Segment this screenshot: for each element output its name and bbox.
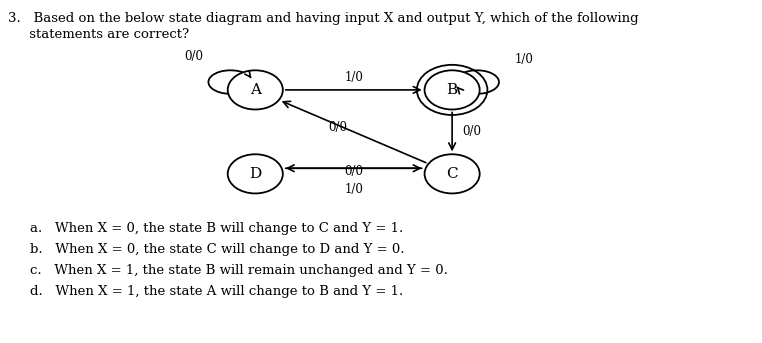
Circle shape <box>228 154 283 193</box>
Text: a.   When X = 0, the state B will change to C and Y = 1.: a. When X = 0, the state B will change t… <box>30 222 403 235</box>
Text: 1/0: 1/0 <box>344 183 363 196</box>
Circle shape <box>228 70 283 109</box>
Text: A: A <box>250 83 261 97</box>
Text: 1/0: 1/0 <box>344 71 363 84</box>
Text: c.   When X = 1, the state B will remain unchanged and Y = 0.: c. When X = 1, the state B will remain u… <box>30 264 448 277</box>
Text: statements are correct?: statements are correct? <box>8 28 189 41</box>
Text: 3.   Based on the below state diagram and having input X and output Y, which of : 3. Based on the below state diagram and … <box>8 12 639 25</box>
Text: 0/0: 0/0 <box>463 126 482 138</box>
Text: 1/0: 1/0 <box>515 52 534 66</box>
Text: D: D <box>249 167 261 181</box>
Text: 0/0: 0/0 <box>328 121 347 134</box>
Text: 0/0: 0/0 <box>344 165 363 178</box>
Text: b.   When X = 0, the state C will change to D and Y = 0.: b. When X = 0, the state C will change t… <box>30 243 405 256</box>
Text: C: C <box>447 167 458 181</box>
Circle shape <box>424 70 480 109</box>
Circle shape <box>424 154 480 193</box>
Text: B: B <box>447 83 458 97</box>
Text: 0/0: 0/0 <box>184 50 203 63</box>
Text: d.   When X = 1, the state A will change to B and Y = 1.: d. When X = 1, the state A will change t… <box>30 285 403 298</box>
